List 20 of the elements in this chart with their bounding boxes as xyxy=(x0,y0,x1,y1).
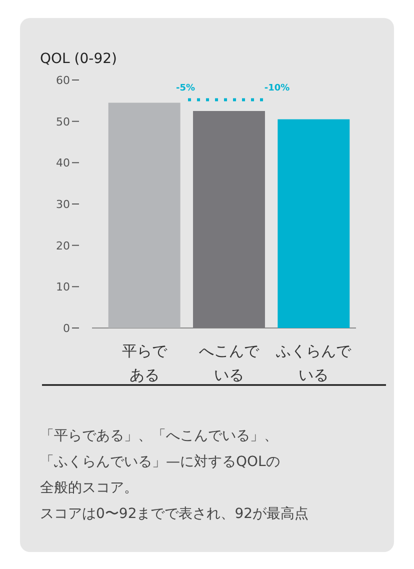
y-tick-label: 60 xyxy=(56,74,70,87)
bar xyxy=(193,111,265,328)
text: 「平らである」、「へこんでいる」、 xyxy=(40,428,278,444)
annotation: -10% xyxy=(264,84,290,94)
bar xyxy=(278,119,350,328)
y-tick-label: 50 xyxy=(56,115,70,128)
y-tick-label: 10 xyxy=(56,280,70,294)
y-tick-label: 30 xyxy=(56,198,70,211)
text: 全般的スコア。 xyxy=(40,480,138,496)
y-tick-label: 20 xyxy=(56,239,70,252)
y-axis-title: QOL (0-92) xyxy=(40,51,117,67)
bar xyxy=(108,102,180,328)
y-tick-label: 0 xyxy=(63,322,70,335)
annotation: -5% xyxy=(176,84,196,94)
x-tick-label: ふくらんでいる xyxy=(275,342,352,384)
y-tick-label: 40 xyxy=(56,156,70,170)
text: スコアは0〜92までで表され、92が最高点 xyxy=(40,506,309,522)
x-tick-label: へこんでいる xyxy=(199,342,260,384)
x-tick-label: 平らである xyxy=(122,342,168,384)
text: 「ふくらんでいる」—に対するQOLの xyxy=(40,454,280,470)
